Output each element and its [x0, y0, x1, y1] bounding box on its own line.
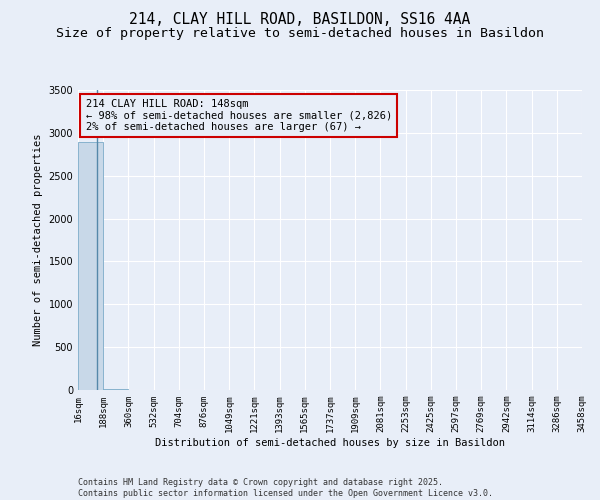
Text: Size of property relative to semi-detached houses in Basildon: Size of property relative to semi-detach…	[56, 28, 544, 40]
Bar	[78, 142, 103, 390]
Text: Contains HM Land Registry data © Crown copyright and database right 2025.
Contai: Contains HM Land Registry data © Crown c…	[78, 478, 493, 498]
Text: 214, CLAY HILL ROAD, BASILDON, SS16 4AA: 214, CLAY HILL ROAD, BASILDON, SS16 4AA	[130, 12, 470, 28]
X-axis label: Distribution of semi-detached houses by size in Basildon: Distribution of semi-detached houses by …	[155, 438, 505, 448]
Y-axis label: Number of semi-detached properties: Number of semi-detached properties	[33, 134, 43, 346]
Text: 214 CLAY HILL ROAD: 148sqm
← 98% of semi-detached houses are smaller (2,826)
2% : 214 CLAY HILL ROAD: 148sqm ← 98% of semi…	[86, 99, 392, 132]
